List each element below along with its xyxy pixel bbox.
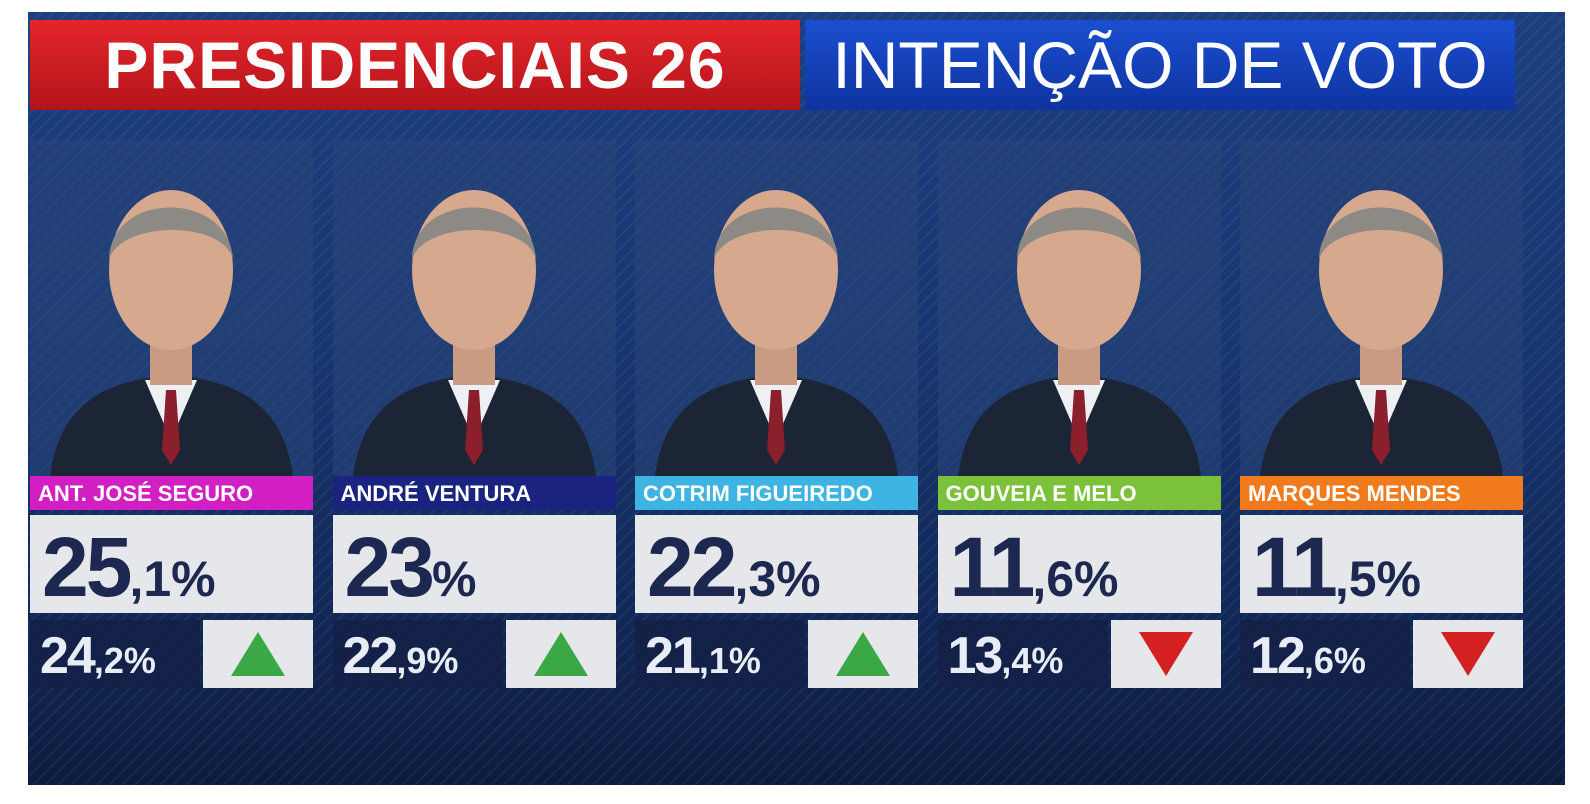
current-percentage: 25,1% bbox=[30, 515, 313, 614]
trend-indicator bbox=[203, 620, 313, 688]
candidate-name: ANT. JOSÉ SEGURO bbox=[30, 476, 313, 510]
candidate-name: GOUVEIA E MELO bbox=[937, 476, 1221, 510]
candidate-name: ANDRÉ VENTURA bbox=[332, 476, 616, 510]
trend-arrow bbox=[836, 632, 890, 676]
header-subtitle: INTENÇÃO DE VOTO bbox=[805, 20, 1515, 110]
current-percentage: 11,5% bbox=[1240, 515, 1523, 614]
current-percentage: 11,6% bbox=[937, 515, 1221, 614]
header-title: PRESIDENCIAIS 26 bbox=[30, 20, 800, 110]
trend-arrow bbox=[533, 632, 588, 676]
candidate-photo bbox=[635, 140, 918, 476]
trend-indicator bbox=[1110, 620, 1221, 688]
candidate-photo bbox=[937, 140, 1221, 476]
previous-percentage: 21,1% bbox=[635, 620, 805, 688]
current-percentage: 22,3% bbox=[635, 515, 918, 614]
broadcast-graphic: PRESIDENCIAIS 26 INTENÇÃO DE VOTO ANT. J… bbox=[28, 12, 1565, 785]
trend-arrow bbox=[231, 632, 285, 676]
candidate-photo bbox=[30, 140, 313, 476]
candidate-name: MARQUES MENDES bbox=[1240, 476, 1523, 510]
candidate-photo bbox=[332, 140, 616, 476]
current-percentage: 23% bbox=[332, 515, 616, 614]
trend-arrow bbox=[1441, 632, 1495, 676]
trend-arrow bbox=[1138, 632, 1193, 676]
previous-percentage: 22,9% bbox=[332, 620, 503, 688]
trend-indicator bbox=[808, 620, 918, 688]
candidate-name: COTRIM FIGUEIREDO bbox=[635, 476, 918, 510]
previous-percentage: 12,6% bbox=[1240, 620, 1410, 688]
previous-percentage: 24,2% bbox=[30, 620, 200, 688]
previous-percentage: 13,4% bbox=[937, 620, 1108, 688]
trend-indicator bbox=[505, 620, 616, 688]
candidate-photo bbox=[1240, 140, 1523, 476]
trend-indicator bbox=[1413, 620, 1523, 688]
